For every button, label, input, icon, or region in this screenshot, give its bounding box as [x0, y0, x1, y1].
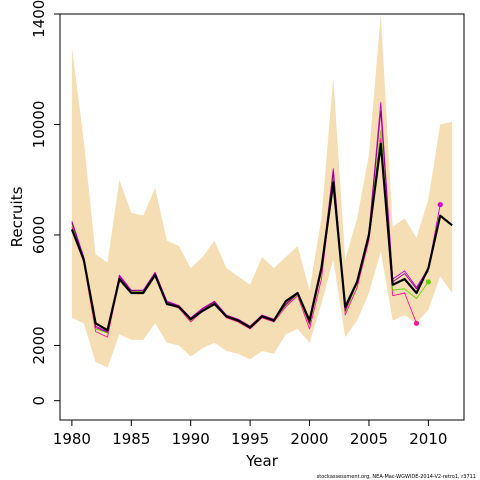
x-tick-label-2010: 2010 [409, 430, 447, 448]
x-tick-label-1985: 1985 [112, 430, 150, 448]
x-tick-label-1980: 1980 [53, 430, 91, 448]
y-tick-label-2000: 2000 [30, 326, 48, 364]
x-tick-label-1995: 1995 [231, 430, 269, 448]
endpoint-retro-2011 [437, 201, 443, 208]
x-tick-label-1990: 1990 [172, 430, 210, 448]
confidence-band [71, 14, 453, 368]
y-tick-label-6000: 6000 [30, 216, 48, 254]
x-tick-label-2000: 2000 [290, 430, 328, 448]
x-axis: 1980 1985 1990 1995 2000 2005 2010 [53, 420, 447, 448]
y-tick-label-14000: 14000 [30, 0, 48, 38]
y-axis: 0 2000 6000 10000 14000 [30, 0, 60, 405]
x-axis-title: Year [245, 452, 279, 470]
confidence-band-layer [71, 14, 453, 368]
y-tick-label-10000: 10000 [30, 101, 48, 149]
plot-frame [59, 13, 465, 421]
endpoint-retro-2013 [413, 320, 420, 326]
y-axis-title: Recruits [8, 186, 26, 247]
x-tick-label-2005: 2005 [350, 430, 388, 448]
series-layer [70, 101, 453, 338]
footer-note: stockassessment.org, NEA-Mac-WGWIDE-2014… [317, 474, 476, 480]
endpoint-retro-2012 [425, 279, 431, 285]
y-tick-label-0: 0 [30, 396, 48, 406]
series-line-main [70, 142, 453, 332]
endpoint-layer [413, 201, 443, 326]
